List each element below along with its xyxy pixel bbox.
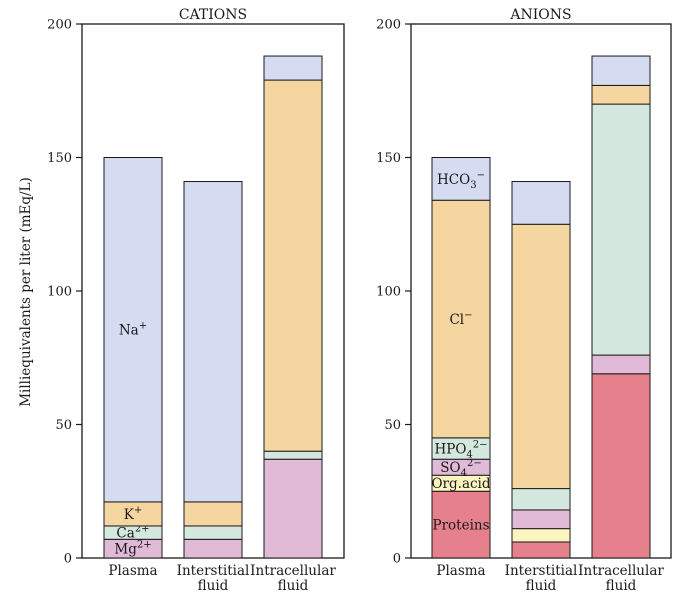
panel-title: ANIONS [509, 7, 571, 23]
bar-segment [431, 490, 491, 559]
panel-anions: ANIONS050100150200ProteinsOrg.acidSO42−H… [376, 7, 672, 594]
y-axis-label: Milliequivalents per liter (mEq/L) [18, 177, 34, 407]
y-tick-label: 150 [47, 151, 72, 166]
x-category-label: Intracellular fluid [250, 563, 336, 594]
y-tick-label: 100 [47, 285, 72, 300]
bar-1 [183, 181, 243, 559]
x-category-label: Interstitial fluid [177, 563, 250, 594]
bar-segment [263, 458, 323, 559]
x-category-label: Interstitial fluid [505, 563, 578, 594]
bar-segment [511, 223, 571, 490]
bar-segment [511, 528, 571, 543]
bar-segment [511, 509, 571, 530]
x-category-label: Plasma [436, 563, 485, 579]
bar-segment [183, 501, 243, 527]
bar-segment [511, 541, 571, 559]
bar-0: Mg2+Ca2+K+Na+ [103, 157, 163, 559]
y-tick-label: 100 [376, 285, 401, 300]
segment-label: Org.acid [431, 476, 490, 492]
bar-segment [431, 157, 491, 201]
chart-panels: CATIONS 0 50 100 150 200 Mg2+Ca2+K+Na+ Plasma In… [47, 7, 672, 594]
bar-segment [103, 157, 163, 503]
bar-segment [591, 354, 651, 375]
bar-segment [263, 55, 323, 81]
y-tick-label: 50 [384, 418, 401, 433]
bar-segment [183, 525, 243, 540]
x-category-label: Plasma [108, 563, 157, 579]
y-tick-label: 200 [47, 18, 72, 33]
bar-segment [263, 79, 323, 452]
bar-segment [591, 84, 651, 105]
y-tick-label: 0 [64, 552, 72, 567]
y-tick-label: 200 [376, 18, 401, 33]
bar-segment [591, 373, 651, 559]
bar-segment [511, 181, 571, 225]
segment-label: Proteins [432, 518, 489, 534]
panel-title: CATIONS [179, 7, 247, 23]
bar-2 [263, 55, 323, 559]
y-tick-label: 50 [55, 418, 72, 433]
y-tick-label: 150 [376, 151, 401, 166]
bar-segment [511, 488, 571, 511]
bar-segment [183, 181, 243, 503]
bar-segment [591, 55, 651, 86]
bar-segment [263, 450, 323, 460]
bar-2 [591, 55, 651, 559]
bar-1 [511, 181, 571, 559]
bar-segment [591, 103, 651, 356]
bar-segment [183, 538, 243, 559]
x-category-label: Intracellular fluid [578, 563, 664, 594]
bar-segment [431, 199, 491, 439]
y-tick-label: 0 [393, 552, 401, 567]
panel-cations: CATIONS 0 50 100 150 200 Mg2+Ca2+K+Na+ Plasma In… [47, 7, 345, 594]
